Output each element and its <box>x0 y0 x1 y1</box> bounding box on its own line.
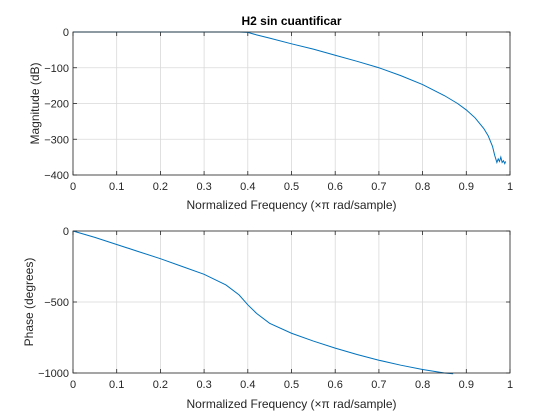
magnitude-ytick-label: −100 <box>44 63 69 75</box>
phase-xtick-label: 0.9 <box>459 379 474 391</box>
phase-ytick-label: −1000 <box>38 368 69 380</box>
magnitude-ytick-label: −300 <box>44 134 69 146</box>
magnitude-xtick-label: 0.2 <box>153 181 168 193</box>
phase-xtick-label: 0.8 <box>415 379 430 391</box>
magnitude-xtick-label: 0.3 <box>196 181 211 193</box>
phase-xtick-label: 0 <box>70 379 76 391</box>
phase-xlabel: Normalized Frequency (×π rad/sample) <box>186 397 396 411</box>
phase-xtick-label: 0.5 <box>284 379 299 391</box>
phase-xtick-label: 0.7 <box>371 379 386 391</box>
magnitude-ytick-label: −200 <box>44 99 69 111</box>
magnitude-ytick-label: 0 <box>63 27 69 39</box>
phase-xtick-label: 0.4 <box>240 379 255 391</box>
phase-ylabel: Phase (degrees) <box>22 258 36 347</box>
magnitude-title: H2 sin cuantificar <box>241 14 341 28</box>
phase-xtick-label: 0.3 <box>196 379 211 391</box>
phase-ytick-label: 0 <box>63 226 69 238</box>
magnitude-xtick-label: 0.8 <box>415 181 430 193</box>
phase-xtick-label: 0.1 <box>109 379 124 391</box>
magnitude-xtick-label: 0.7 <box>371 181 386 193</box>
phase-xtick-label: 0.6 <box>328 379 343 391</box>
magnitude-xlabel: Normalized Frequency (×π rad/sample) <box>186 198 396 212</box>
magnitude-ylabel: Magnitude (dB) <box>28 62 42 144</box>
magnitude-xtick-label: 0.4 <box>240 181 255 193</box>
phase-xtick-label: 1 <box>507 379 513 391</box>
magnitude-xtick-label: 1 <box>507 181 513 193</box>
magnitude-xtick-label: 0.1 <box>109 181 124 193</box>
magnitude-xtick-label: 0.9 <box>459 181 474 193</box>
magnitude-xtick-label: 0 <box>70 181 76 193</box>
phase-xtick-label: 0.2 <box>153 379 168 391</box>
magnitude-ytick-label: −400 <box>44 170 69 182</box>
phase-ytick-label: −500 <box>44 297 69 309</box>
magnitude-xtick-label: 0.6 <box>328 181 343 193</box>
magnitude-xtick-label: 0.5 <box>284 181 299 193</box>
